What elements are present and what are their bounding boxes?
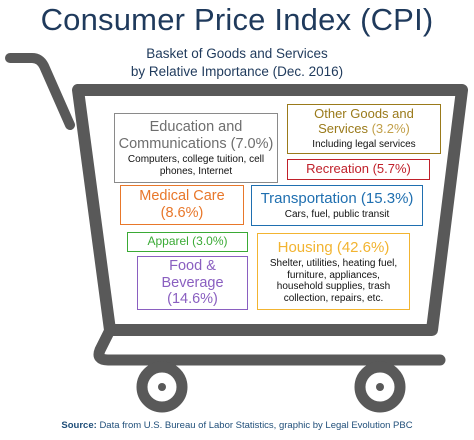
cart-handle: [5, 53, 75, 130]
recreation-label: Recreation (5.7%): [306, 161, 411, 177]
cart-lower-frame: [93, 324, 446, 366]
other-description: Including legal services: [312, 139, 416, 151]
transportation-description: Cars, fuel, public transit: [284, 209, 390, 221]
housing-box: Housing (42.6%) Shelter, utilities, heat…: [257, 233, 410, 310]
transportation-label: Transportation (15.3%): [260, 190, 414, 208]
food-label-line-1: Food &: [169, 257, 216, 274]
medical-label-line-2: (8.6%): [160, 205, 204, 221]
medical-care-box: Medical Care (8.6%): [120, 185, 244, 225]
education-label-line-2: Communications (7.0%): [118, 135, 274, 152]
cart-wheel-left: [136, 361, 188, 413]
housing-label: Housing (42.6%): [277, 238, 390, 256]
apparel-box: Apparel (3.0%): [127, 232, 248, 252]
food-label-line-2: Beverage: [161, 274, 224, 291]
subtitle-line-2: by Relative Importance (Dec. 2016): [130, 64, 344, 79]
source-note: Source: Data from U.S. Bureau of Labor S…: [0, 420, 474, 431]
education-communications-box: Education and Communications (7.0%) Comp…: [114, 113, 278, 183]
source-label: Source:: [61, 420, 97, 431]
food-beverage-box: Food & Beverage (14.6%): [137, 256, 248, 310]
other-goods-services-box: Other Goods and Services (3.2%) Includin…: [287, 104, 441, 154]
other-percent: (3.2%): [371, 121, 410, 137]
apparel-label: Apparel (3.0%): [147, 234, 228, 249]
source-text: Data from U.S. Bureau of Labor Statistic…: [99, 420, 413, 431]
housing-description-line-3: household supplies, trash: [276, 281, 391, 293]
education-description-line-2: phones, Internet: [159, 165, 233, 177]
housing-description-line-4: collection, repairs, etc.: [283, 292, 384, 304]
cart-wheel-right: [354, 361, 406, 413]
housing-description-line-2: furniture, appliances,: [287, 269, 380, 281]
recreation-box: Recreation (5.7%): [287, 159, 430, 180]
cart-basket: [72, 84, 468, 336]
food-label-line-3: (14.6%): [167, 291, 218, 308]
education-label-line-1: Education and: [149, 118, 243, 135]
other-label-line-2: Services: [318, 121, 368, 137]
transportation-box: Transportation (15.3%) Cars, fuel, publi…: [251, 185, 423, 226]
education-description-line-1: Computers, college tuition, cell: [127, 154, 265, 166]
medical-label-line-1: Medical Care: [139, 188, 225, 205]
housing-description-line-1: Shelter, utilities, heating fuel,: [269, 258, 398, 270]
other-label-line-1: Other Goods and: [314, 106, 414, 122]
chart-title: Consumer Price Index (CPI): [40, 2, 434, 37]
subtitle-line-1: Basket of Goods and Services: [146, 46, 328, 61]
